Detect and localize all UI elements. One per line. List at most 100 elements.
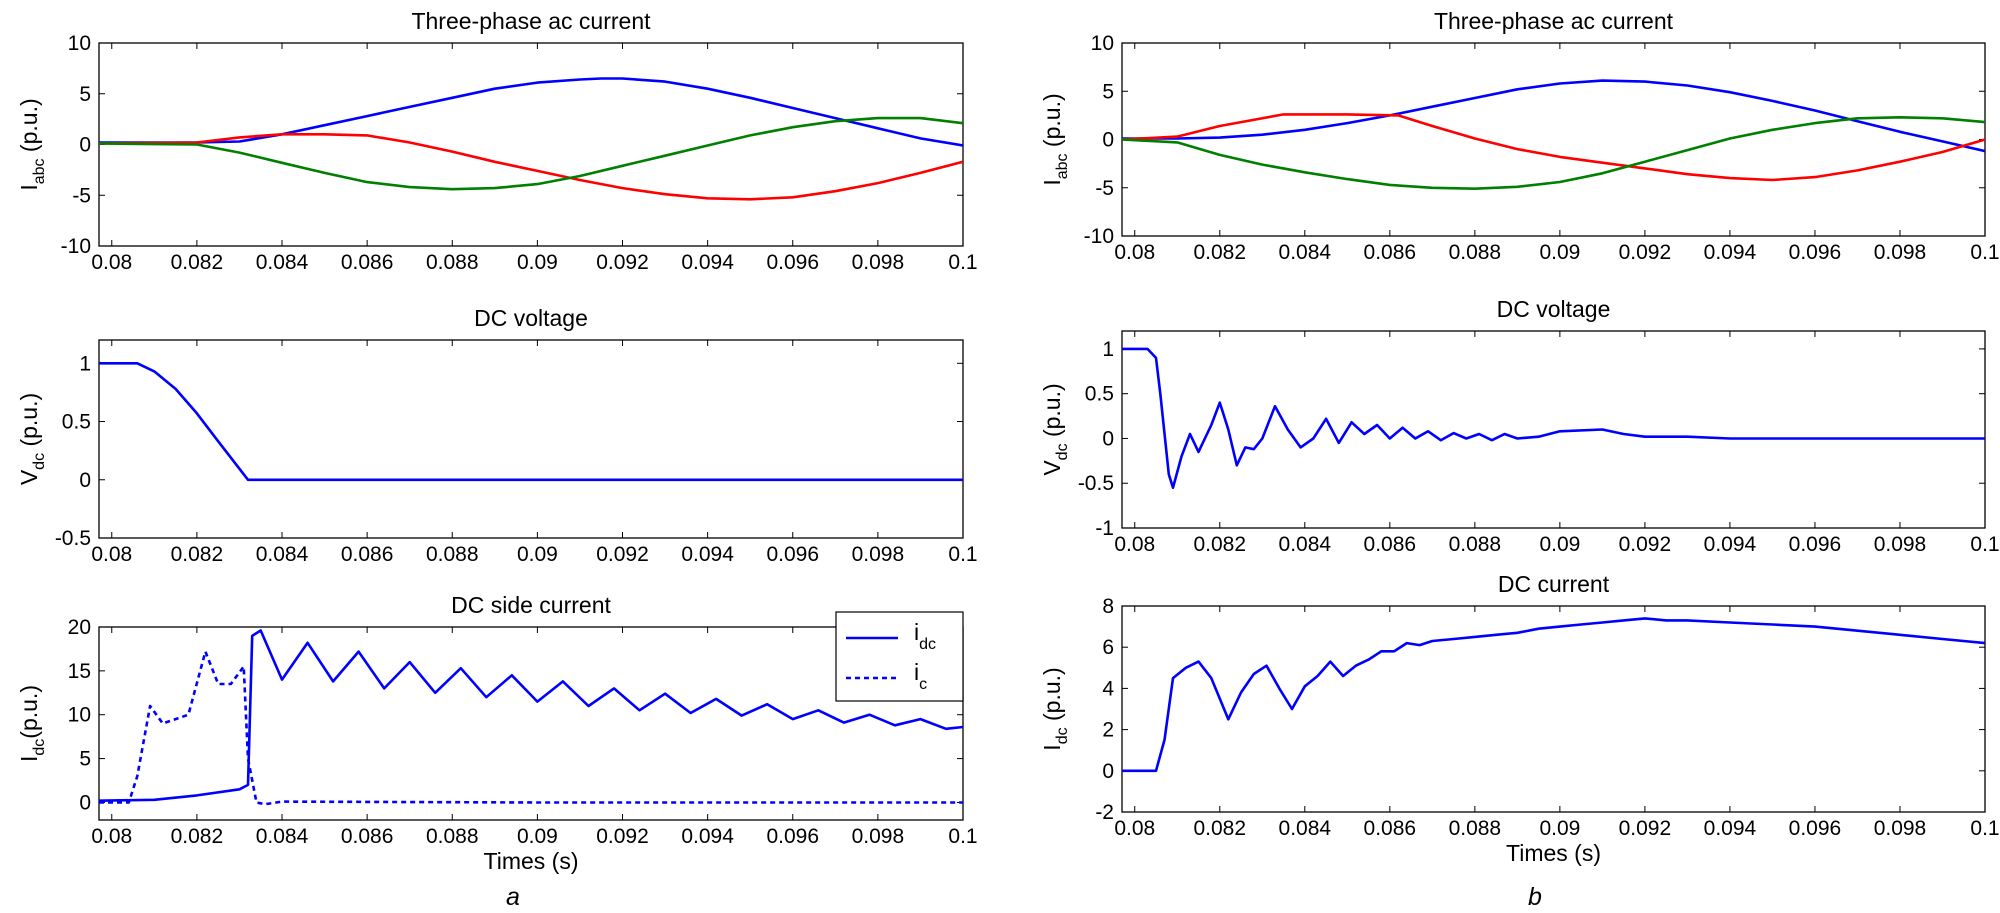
chart-a-three-phase-ac-current: Three-phase ac current 0.08 0.082 0.084 0.08… [16,8,978,274]
x-axis-label: Times (s) [1506,840,1601,866]
y-axis-label-main: V [16,469,42,485]
x-tick-label: 0.098 [852,251,905,274]
y-tick-label: 15 [68,660,91,683]
x-tick-label: 0.088 [426,543,479,566]
x-tick-label: 0.094 [1704,817,1757,840]
y-tick-label: -5 [1095,177,1114,200]
plot-frame [99,43,963,246]
x-tick-label: 0.086 [1364,817,1417,840]
y-tick-label: 8 [1102,595,1114,618]
x-tick-label: 0.092 [596,543,649,566]
y-tick-label: 1 [1102,338,1114,361]
series-line-3 [99,118,963,189]
x-tick-label: 0.09 [517,825,558,848]
x-tick-label: 0.088 [1449,817,1502,840]
x-tick-label: 0.082 [171,825,224,848]
y-tick-label: 0 [79,469,91,492]
x-tick-label: 0.1 [948,825,977,848]
x-tick-label: 0.08 [1114,533,1155,556]
x-tick-label: 0.094 [681,543,734,566]
x-tick-label: 0.082 [171,543,224,566]
legend-entry-sub: c [919,676,927,693]
y-tick-label: 5 [1102,80,1114,103]
x-tick-label: 0.098 [1874,533,1927,556]
x-tick-label: 0.1 [948,543,977,566]
x-tick-label: 0.084 [256,543,309,566]
y-tick-label: -0.5 [55,527,91,550]
x-tick-label: 0.098 [1874,817,1927,840]
x-tick-label: 0.084 [1279,533,1332,556]
x-tick-label: 0.098 [852,825,905,848]
x-tick-label: 0.09 [1539,241,1580,264]
series-group [99,631,963,805]
series-line-2 [1122,114,1985,180]
x-tick-label: 0.088 [426,825,479,848]
y-axis-label-sub: abc [31,158,48,184]
figure-canvas: Three-phase ac current 0.08 0.082 0.084 0.08… [0,0,2000,913]
y-tick-label: 10 [1091,32,1114,55]
x-tick-label: 0.08 [91,825,132,848]
x-tick-label: 0.08 [91,251,132,274]
chart-title: DC side current [451,592,611,618]
x-tick-label: 0.09 [1539,533,1580,556]
chart-title: Three-phase ac current [411,8,651,34]
x-tick-label: 0.082 [1193,533,1246,556]
y-axis-label-sub: dc [31,453,48,470]
y-axis-label: Iabc (p.u.) [16,98,48,190]
x-tick-label: 0.086 [341,825,394,848]
x-tick-label: 0.096 [1789,817,1842,840]
y-tick-label: 10 [68,704,91,727]
x-tick-label: 0.08 [1114,817,1155,840]
x-tick-label: 0.082 [1193,241,1246,264]
chart-b-dc-current: DC current 0.08 0.082 0.084 0.086 0.088 0.09 0.… [1039,571,2000,866]
chart-title: Three-phase ac current [1434,8,1674,34]
y-tick-label: 20 [68,616,91,639]
y-axis-label-sub: dc [31,739,48,756]
y-axis-label-main: V [1039,460,1065,476]
y-tick-label: 5 [79,748,91,771]
x-tick-label: 0.094 [681,251,734,274]
x-tick-label: 0.084 [256,251,309,274]
y-tick-label: 0.5 [1085,383,1114,406]
series-group [1122,618,1985,770]
x-tick-label: 0.09 [517,251,558,274]
x-tick-label: 0.084 [256,825,309,848]
series-group [99,363,963,480]
y-tick-label: 0 [79,134,91,157]
legend-box [836,612,963,701]
y-tick-label: 0 [79,791,91,814]
y-axis-label-unit: (p.u.) [16,685,42,739]
x-tick-label: 0.084 [1279,817,1332,840]
y-tick-label: 5 [79,83,91,106]
x-tick-label: 0.09 [517,543,558,566]
x-tick-label: 0.082 [1193,817,1246,840]
series-line-3 [1122,117,1985,188]
y-axis-label-unit: (p.u.) [16,98,42,158]
series-line-2 [99,652,963,805]
x-tick-label: 0.1 [1970,817,1999,840]
y-tick-label: -0.5 [1078,472,1114,495]
series-line-1 [1122,349,1985,488]
y-tick-label: -10 [1084,225,1114,248]
x-tick-label: 0.096 [1789,533,1842,556]
y-tick-label: 0.5 [62,411,91,434]
y-axis-label: Idc (p.u.) [1039,667,1071,750]
y-axis-label-unit: (p.u.) [16,393,42,453]
y-tick-label: -1 [1095,517,1114,540]
plot-frame [1122,606,1985,812]
y-axis-label: Idc(p.u.) [16,685,48,762]
plot-frame [99,340,963,538]
y-axis-label-unit: (p.u.) [1039,667,1065,727]
x-tick-label: 0.08 [91,543,132,566]
x-tick-label: 0.092 [1619,533,1672,556]
x-tick-label: 0.082 [171,251,224,274]
y-axis-label-unit: (p.u.) [1039,383,1065,443]
x-tick-label: 0.096 [1789,241,1842,264]
chart-title: DC voltage [474,305,588,331]
x-tick-label: 0.088 [426,251,479,274]
panel-label-b: b [1528,883,1542,911]
x-tick-label: 0.092 [1619,817,1672,840]
y-axis-label: Vdc (p.u.) [16,393,48,485]
series-line-1 [99,363,963,480]
